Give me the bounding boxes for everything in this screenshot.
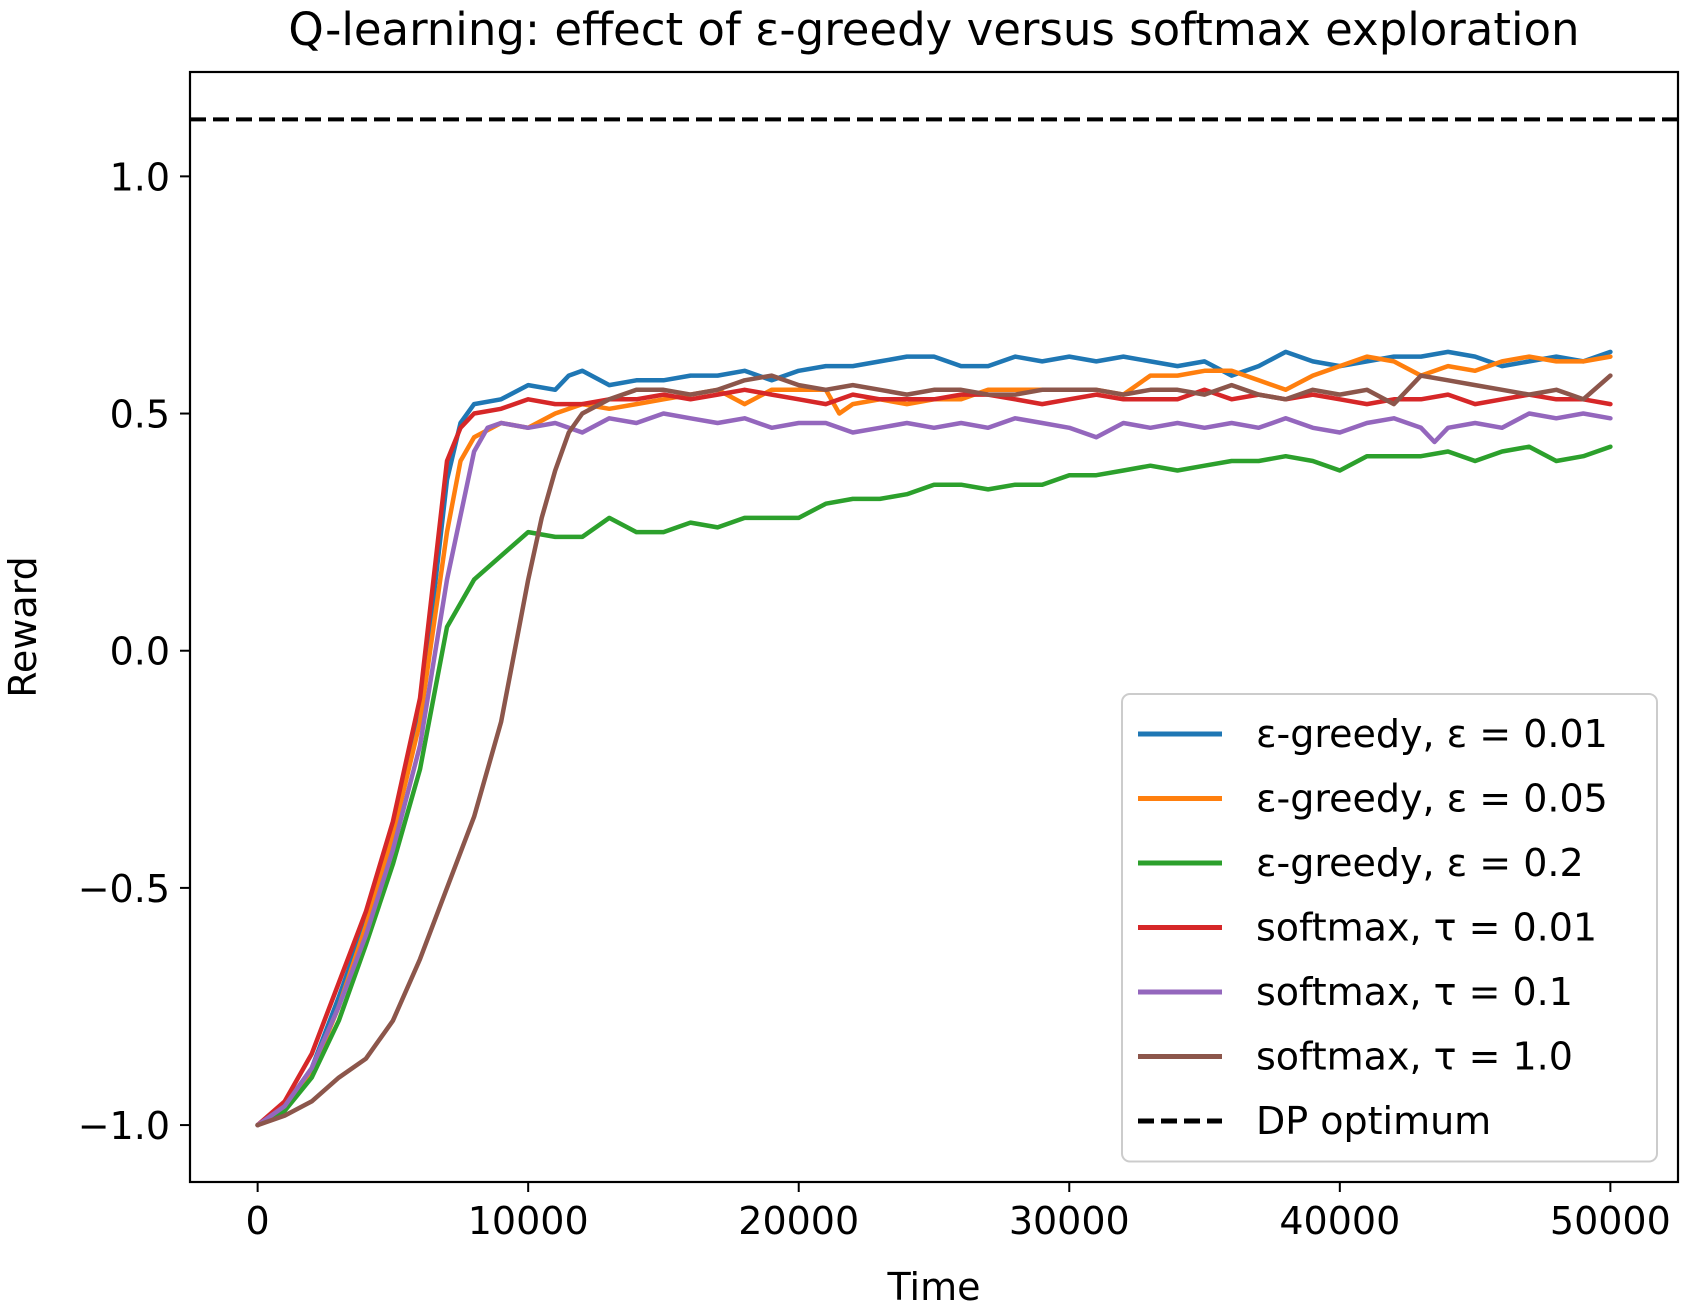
chart-title: Q-learning: effect of ε-greedy versus so… [288, 3, 1579, 56]
legend-label: softmax, τ = 0.01 [1256, 906, 1597, 950]
legend: ε-greedy, ε = 0.01 ε-greedy, ε = 0.05 ε-gr… [1121, 693, 1658, 1163]
x-tick-label: 40000 [1279, 1199, 1400, 1243]
legend-label: softmax, τ = 0.1 [1256, 970, 1573, 1014]
plot-lines [190, 117, 1678, 1128]
legend-label: ε-greedy, ε = 0.01 [1256, 712, 1608, 756]
legend-label: DP optimum [1256, 1099, 1491, 1143]
x-tick-label: 0 [246, 1199, 270, 1243]
legend-label: ε-greedy, ε = 0.05 [1256, 777, 1608, 821]
series-line-2 [255, 444, 1613, 1128]
x-axis: 0 10000 20000 30000 40000 50000 [246, 1182, 1671, 1243]
series-line-1 [255, 354, 1613, 1128]
y-axis-label: Reward [1, 556, 45, 698]
legend-box [1121, 693, 1658, 1163]
plot-frame [188, 70, 1680, 1184]
series-line-5 [255, 373, 1613, 1128]
y-tick-label: −1.0 [78, 1104, 170, 1148]
x-axis-label: Time [887, 1265, 981, 1309]
y-tick-label: 0.0 [110, 630, 170, 674]
legend-label: ε-greedy, ε = 0.2 [1256, 841, 1584, 885]
x-tick-label: 50000 [1550, 1199, 1671, 1243]
x-tick-label: 30000 [1009, 1199, 1130, 1243]
x-tick-label: 20000 [738, 1199, 859, 1243]
y-axis: −1.0 −0.5 0.0 0.5 1.0 [78, 155, 190, 1148]
legend-label: softmax, τ = 1.0 [1256, 1035, 1573, 1079]
y-tick-label: −0.5 [78, 867, 170, 911]
series-line-4 [255, 411, 1613, 1128]
y-tick-label: 0.5 [110, 393, 170, 437]
x-tick-label: 10000 [468, 1199, 589, 1243]
series-line-3 [255, 387, 1613, 1128]
y-tick-label: 1.0 [110, 155, 170, 199]
